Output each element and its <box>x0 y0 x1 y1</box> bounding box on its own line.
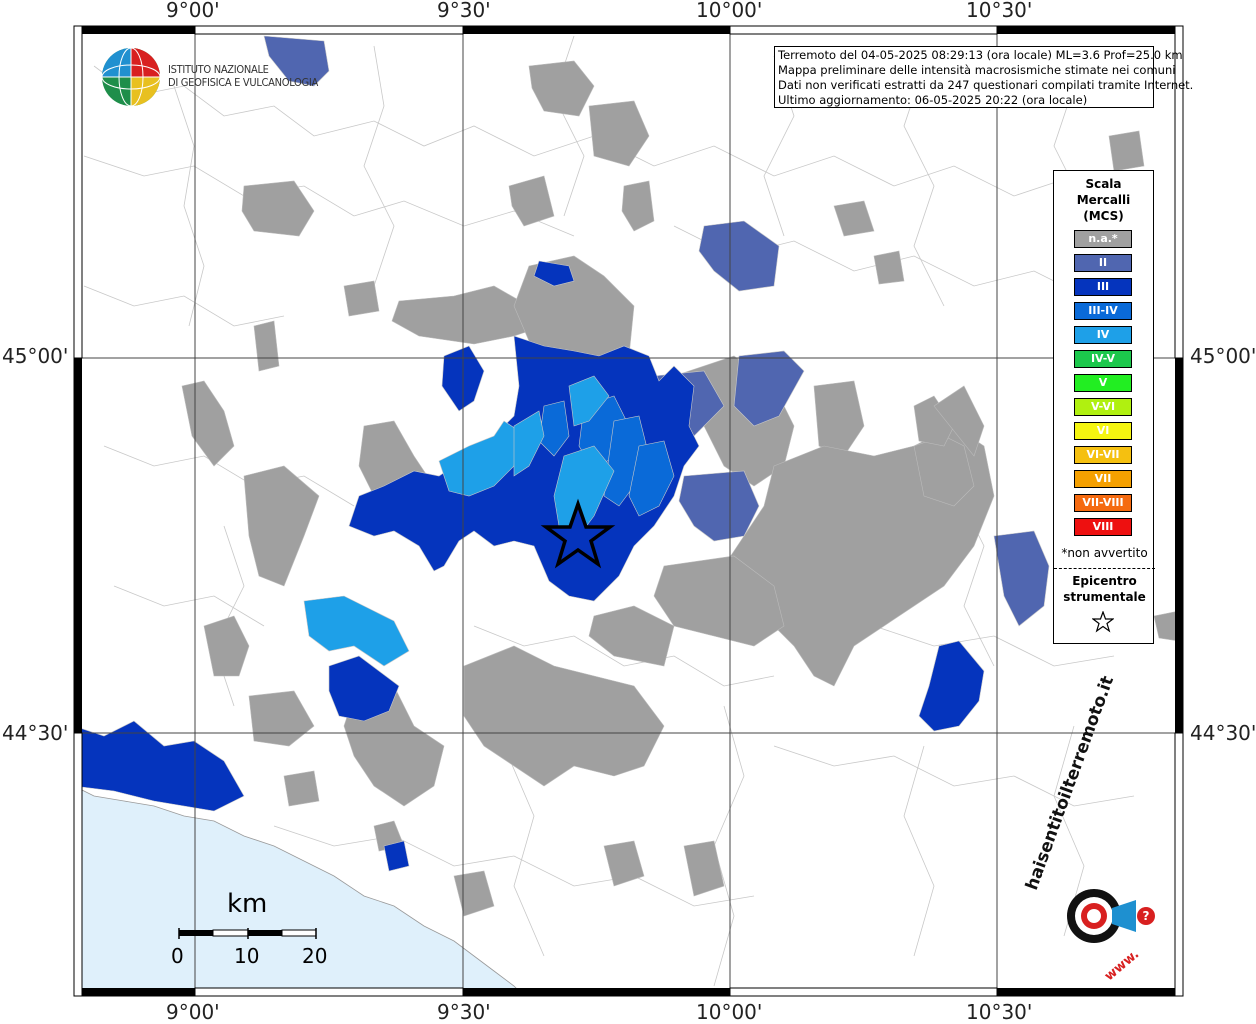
right-lat-label-1: 45°00' <box>1190 344 1256 368</box>
legend-divider <box>1054 568 1155 569</box>
legend-item-na: n.a.* <box>1074 230 1132 248</box>
ingv-globe-icon <box>101 47 161 107</box>
legend-item-vi: VI <box>1074 422 1132 440</box>
svg-text:?: ? <box>1143 909 1150 923</box>
scalebar-tick-10: 10 <box>234 944 260 968</box>
epicenter-star-icon <box>540 498 616 569</box>
scalebar-tick-0: 0 <box>171 944 184 968</box>
sea <box>74 785 525 996</box>
legend-title-line-3: (MCS) <box>1083 209 1124 223</box>
event-line-2: Mappa preliminare delle intensità macros… <box>778 63 1176 77</box>
legend-item-vii-viii: VII-VIII <box>1074 494 1132 512</box>
legend-item-v: V <box>1074 374 1132 392</box>
top-lon-label-4: 10°30' <box>966 0 1033 22</box>
bottom-lon-label-3: 10°00' <box>696 1000 763 1024</box>
legend-title-line-2: Mercalli <box>1076 193 1131 207</box>
legend-item-ii: II <box>1074 254 1132 272</box>
top-lon-label-2: 9°30' <box>437 0 491 22</box>
legend-epicenter-label: Epicentro strumentale <box>1054 573 1155 605</box>
bottom-lon-label-4: 10°30' <box>966 1000 1033 1024</box>
legend-epicenter-line-2: strumentale <box>1063 590 1146 604</box>
legend-star-icon <box>1092 611 1114 633</box>
top-lon-label-1: 9°00' <box>166 0 220 22</box>
event-line-4: Ultimo aggiornamento: 06-05-2025 20:22 (… <box>778 93 1088 107</box>
legend-note: *non avvertito <box>1061 546 1148 560</box>
legend-item-iii-iv: III-IV <box>1074 302 1132 320</box>
map-canvas <box>74 26 1183 996</box>
legend-item-vi-vii: VI-VII <box>1074 446 1132 464</box>
legend-epicenter-line-1: Epicentro <box>1072 574 1137 588</box>
mcs-legend: Scala Mercalli (MCS) n.a.* II III III-IV… <box>1053 170 1155 644</box>
event-info-box: Terremoto del 04-05-2025 08:29:13 (ora l… <box>774 46 1194 108</box>
right-lat-label-2: 44°30' <box>1190 721 1256 745</box>
legend-item-iv-v: IV-V <box>1074 350 1132 368</box>
legend-item-viii: VIII <box>1074 518 1132 536</box>
top-lon-label-3: 10°00' <box>696 0 763 22</box>
institute-name: ISTITUTO NAZIONALE DI GEOFISICA E VULCAN… <box>168 63 318 89</box>
legend-item-iv: IV <box>1074 326 1132 344</box>
bottom-lon-label-2: 9°30' <box>437 1000 491 1024</box>
legend-title-line-1: Scala <box>1085 177 1122 191</box>
institute-line-1: ISTITUTO NAZIONALE <box>168 63 269 76</box>
bottom-lon-label-1: 9°00' <box>166 1000 220 1024</box>
haisentito-logo[interactable]: ? haisentitoilterremoto.it www. <box>1022 673 1164 984</box>
legend-item-v-vi: V-VI <box>1074 398 1132 416</box>
intensity-map[interactable] <box>74 26 1183 996</box>
haisentito-target-icon: ? <box>1067 889 1155 943</box>
scalebar-tick-20: 20 <box>302 944 328 968</box>
intensity-iv-areas <box>303 375 615 667</box>
legend-item-vii: VII <box>1074 470 1132 488</box>
institute-line-2: DI GEOFISICA E VULCANOLOGIA <box>168 76 318 89</box>
legend-item-iii: III <box>1074 278 1132 296</box>
scalebar-unit: km <box>227 889 268 919</box>
event-line-1: Terremoto del 04-05-2025 08:29:13 (ora l… <box>778 48 1183 62</box>
event-line-3: Dati non verificati estratti da 247 ques… <box>778 78 1194 92</box>
graticule <box>74 26 1183 996</box>
scalebar <box>178 928 317 939</box>
left-lat-label-1: 45°00' <box>2 344 69 368</box>
left-lat-label-2: 44°30' <box>2 721 69 745</box>
legend-title: Scala Mercalli (MCS) <box>1054 176 1153 224</box>
